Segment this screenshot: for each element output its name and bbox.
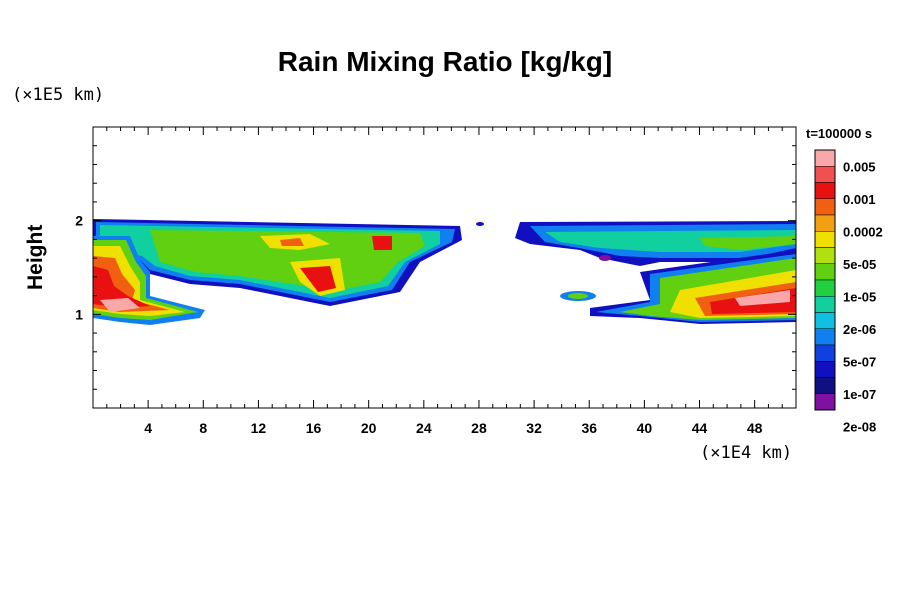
colorbar-frame (814, 149, 836, 411)
colorbar-swatch (814, 231, 836, 248)
chart-title: Rain Mixing Ratio [kg/kg] (277, 46, 613, 77)
contour-field (93, 219, 796, 325)
x-axis-unit: (×1E4 km) (700, 443, 793, 463)
contour-band-left-red3 (280, 238, 304, 246)
colorbar-label: 5e-07 (843, 354, 876, 369)
colorbar-swatch (814, 166, 836, 183)
colorbar-swatch (814, 328, 836, 346)
contour-right-cell-pink (735, 290, 790, 306)
y-tick-label: 1 (75, 306, 83, 322)
colorbar-swatch (814, 312, 836, 329)
colorbar-swatch (814, 247, 836, 264)
x-tick-label: 16 (306, 420, 322, 436)
colorbar-swatch (814, 279, 836, 297)
colorbar-label: 5e-05 (843, 257, 876, 272)
x-tick-label: 4 (144, 420, 152, 436)
colorbar-label: 1e-07 (843, 387, 876, 402)
x-tick-label: 12 (251, 420, 267, 436)
y-axis-unit: (×1E5 km) (12, 85, 105, 105)
y-axis-ticks: 12 (75, 145, 796, 390)
x-tick-label: 20 (361, 420, 377, 436)
x-tick-label: 36 (581, 420, 597, 436)
contour-band-right-green (700, 236, 796, 250)
y-tick-label: 2 (75, 213, 83, 229)
contour-small-cell-1-inner (568, 293, 588, 299)
colorbar-label: 1e-05 (843, 289, 876, 304)
x-axis-ticks: 4 8 12 16 20 24 28 32 36 40 44 48 (106, 127, 797, 436)
colorbar-swatch (814, 149, 836, 167)
time-label: t=100000 s (806, 126, 873, 141)
colorbar-swatch (814, 182, 836, 199)
contour-band-left-green (150, 230, 425, 292)
colorbar-label: 0.001 (843, 192, 876, 207)
colorbar-label: 0.0002 (843, 224, 883, 239)
x-tick-label: 32 (526, 420, 542, 436)
colorbar-swatch (814, 214, 836, 232)
x-tick-label: 48 (747, 420, 763, 436)
colorbar-swatch (814, 296, 836, 313)
contour-left-cell-pink (100, 298, 140, 312)
colorbar-label: 2e-06 (843, 322, 876, 337)
contour-small-cell-3 (476, 222, 484, 226)
colorbar-label: 2e-08 (843, 419, 876, 434)
x-tick-label: 24 (416, 420, 432, 436)
contour-small-cell-2 (599, 255, 611, 261)
x-tick-label: 40 (637, 420, 653, 436)
x-tick-label: 28 (471, 420, 487, 436)
plot-frame (92, 126, 797, 409)
contour-small-cell-4 (518, 236, 526, 240)
colorbar: 0.005 0.001 0.0002 5e-05 1e-05 2e-06 5e-07 1e-0… (814, 149, 883, 434)
colorbar-swatch (814, 198, 836, 216)
contour-band-left-red2 (372, 236, 392, 250)
x-tick-label: 44 (692, 420, 708, 436)
contour-left-cell-red (93, 266, 150, 308)
colorbar-swatch (814, 393, 836, 411)
x-tick-label: 8 (199, 420, 207, 436)
colorbar-swatch (814, 377, 836, 394)
colorbar-swatch (814, 361, 836, 378)
contour-band-left-red1 (300, 266, 336, 292)
colorbar-label: 0.005 (843, 159, 876, 174)
colorbar-swatch (814, 344, 836, 362)
colorbar-swatch (814, 263, 836, 281)
